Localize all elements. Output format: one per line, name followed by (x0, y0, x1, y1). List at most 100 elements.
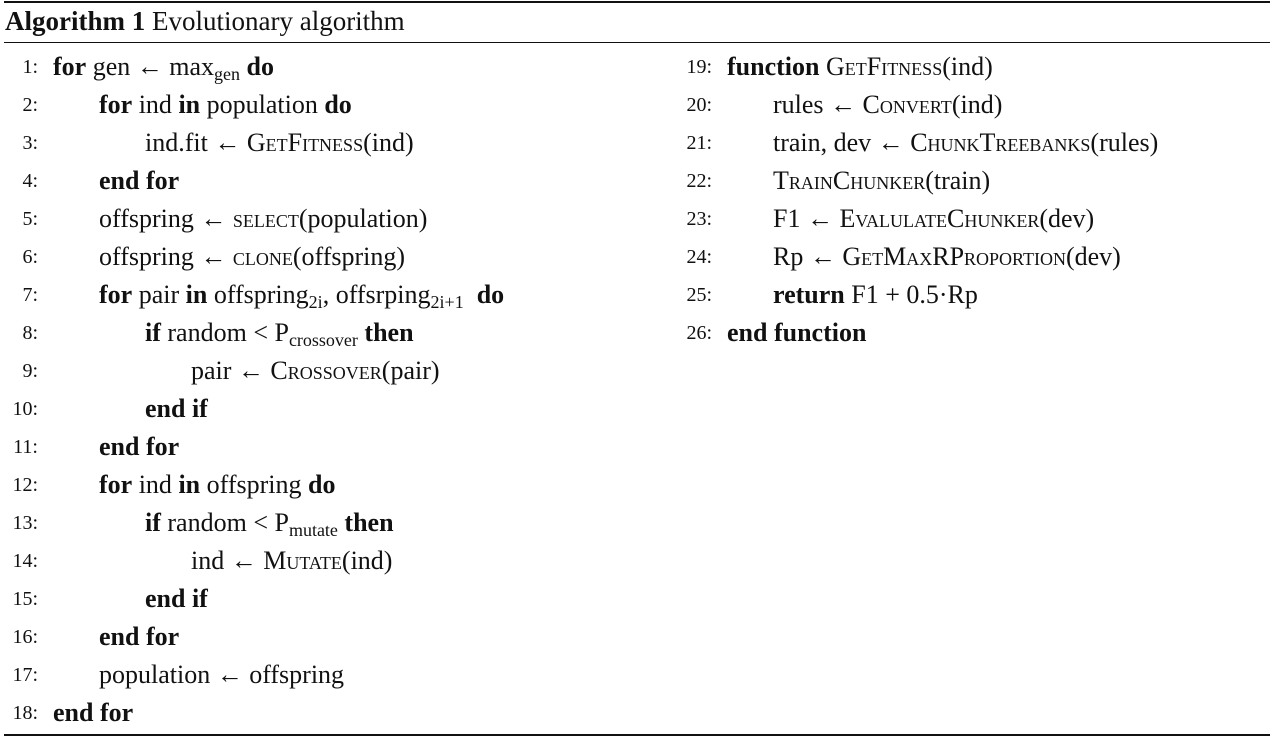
keyword: then (364, 318, 414, 347)
code-text: ind ← Mutate(ind) (191, 542, 392, 580)
keyword: for (99, 470, 133, 499)
procedure-name: Convert (862, 90, 952, 119)
code-fragment: train, dev ← (773, 128, 911, 157)
line-number: 12: (12, 474, 38, 496)
code-fragment: (dev) (1065, 242, 1121, 271)
code-fragment: pair ← (191, 356, 271, 385)
line-number: 14: (12, 550, 38, 572)
procedure-name: ChunkTreebanks (910, 128, 1091, 157)
code-text: F1 ← EvalulateChunker(dev) (773, 200, 1094, 238)
keyword: do (307, 470, 336, 499)
code-text: population ← offspring (99, 656, 344, 694)
code-fragment: F1 + 0.5·Rp (844, 280, 978, 309)
line-number: 5: (22, 208, 38, 230)
code-fragment: (ind) (951, 90, 1003, 119)
code-fragment: ind (132, 90, 179, 119)
code-text: return F1 + 0.5·Rp (773, 276, 978, 314)
procedure-name: GetMaxRProportion (842, 242, 1066, 271)
procedure-name: GetFitness (825, 52, 943, 81)
keyword: end for (99, 432, 180, 461)
code-text: for pair in offspring2i, offsrping2i+1 d… (99, 276, 504, 314)
procedure-name: TrainChunker (773, 166, 926, 195)
code-fragment: ind (132, 470, 179, 499)
code-text: for ind in offspring do (99, 466, 335, 504)
procedure-name: Mutate (263, 546, 342, 575)
code-fragment: ind ← (191, 546, 264, 575)
algorithm-block: Algorithm 1 Evolutionary algorithm 1: for… (4, 0, 1270, 739)
code-fragment: (ind) (341, 546, 393, 575)
keyword: do (324, 90, 352, 119)
procedure-name: EvalulateChunker (839, 204, 1040, 233)
code-fragment: F1 ← (773, 204, 840, 233)
line-number: 26: (686, 322, 712, 344)
code-fragment (464, 280, 477, 309)
line-number: 1: (22, 56, 38, 78)
code-fragment: offspring ← (99, 242, 233, 271)
keyword: end if (145, 394, 208, 423)
code-text: for gen ← maxgen do (53, 48, 274, 86)
code-fragment: (offspring) (292, 242, 406, 271)
keyword: function (727, 52, 820, 81)
subscript: mutate (288, 520, 338, 540)
code-fragment: gen ← max (86, 52, 215, 81)
code-text: end for (53, 694, 133, 732)
code-fragment: (rules) (1090, 128, 1159, 157)
keyword: end for (99, 622, 180, 651)
line-number: 25: (686, 284, 712, 306)
code-text: end if (145, 580, 208, 618)
algorithm-label: Algorithm 1 (5, 6, 146, 36)
code-text: rules ← Convert(ind) (773, 86, 1002, 124)
line-number: 24: (686, 246, 712, 268)
line-number: 18: (12, 702, 38, 724)
code-text: Rp ← GetMaxRProportion(dev) (773, 238, 1121, 276)
procedure-name: clone (232, 242, 293, 271)
code-text: end for (99, 428, 179, 466)
code-fragment: population ← offspring (99, 660, 345, 689)
code-text: end for (99, 618, 179, 656)
line-number: 13: (12, 512, 38, 534)
keyword: if (145, 318, 161, 347)
keyword: end function (727, 318, 867, 347)
line-number: 16: (12, 626, 38, 648)
algorithm-title: Evolutionary algorithm (151, 6, 405, 36)
line-number: 11: (13, 436, 38, 458)
code-text: offspring ← select(population) (99, 200, 427, 238)
line-number: 10: (12, 398, 38, 420)
code-text: if random < Pmutate then (145, 504, 394, 542)
code-fragment: offspring ← (99, 204, 233, 233)
code-fragment: ind.fit ← (145, 128, 247, 157)
code-fragment: pair (132, 280, 186, 309)
line-number: 20: (686, 94, 712, 116)
code-text: end function (727, 314, 866, 352)
keyword: do (476, 280, 505, 309)
keyword: end for (53, 698, 134, 727)
line-number: 7: (22, 284, 38, 306)
code-fragment: population (200, 90, 325, 119)
keyword: do (246, 52, 274, 81)
code-fragment: rules ← (773, 90, 863, 119)
keyword: for (99, 280, 133, 309)
code-fragment: (dev) (1039, 204, 1095, 233)
code-fragment: (population) (298, 204, 428, 233)
code-text: offspring ← clone(offspring) (99, 238, 405, 276)
line-number: 9: (22, 360, 38, 382)
code-text: pair ← Crossover(pair) (191, 352, 440, 390)
code-fragment: random < P (160, 318, 289, 347)
line-number: 6: (22, 246, 38, 268)
code-text: for ind in population do (99, 86, 352, 124)
code-fragment: (train) (925, 166, 991, 195)
code-fragment: (pair) (381, 356, 440, 385)
line-number: 22: (686, 170, 712, 192)
keyword: in (178, 90, 201, 119)
line-number: 21: (686, 132, 712, 154)
line-number: 3: (22, 132, 38, 154)
algorithm-caption: Algorithm 1 Evolutionary algorithm (5, 6, 405, 36)
keyword: end for (99, 166, 180, 195)
bottom-rule (4, 734, 1270, 736)
code-text: if random < Pcrossover then (145, 314, 414, 352)
line-number: 4: (22, 170, 38, 192)
line-number: 19: (686, 56, 712, 78)
top-rule (4, 1, 1270, 3)
line-number: 23: (686, 208, 712, 230)
keyword: then (344, 508, 394, 537)
